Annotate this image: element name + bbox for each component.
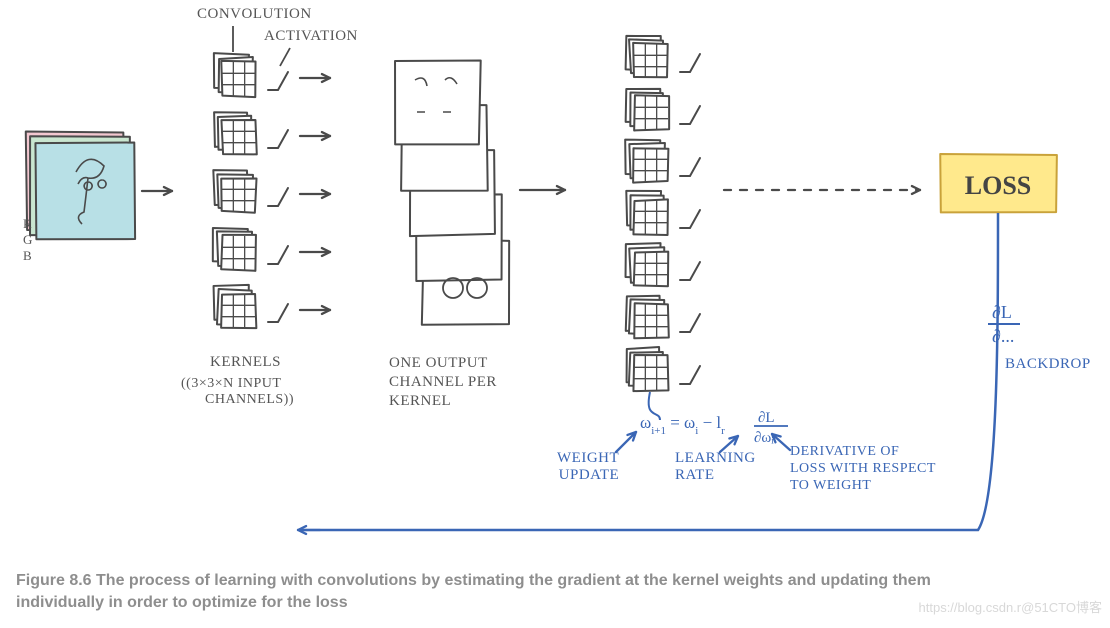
label-kernels: KERNELS [210,354,281,371]
label-activation: ACTIVATION [264,28,358,45]
svg-text:∂ωᵢ: ∂ωᵢ [754,430,774,446]
svg-text:LOSS: LOSS [965,171,1032,200]
label-backdrop: BACKDROP [1005,356,1091,373]
diagram-canvas: LOSS ∂L ∂... ωi+1 = ωi − lr ∂L ∂ωᵢ [0,0,1110,628]
label-b: B [23,248,32,264]
label-g: G [23,232,33,248]
svg-text:∂L: ∂L [758,410,775,426]
label-weight-update: WEIGHT UPDATE [557,450,619,484]
label-kernels-note: ((3×3×N INPUT CHANNELS)) [181,376,294,408]
svg-text:∂L: ∂L [992,302,1012,322]
label-learning-rate: LEARNING RATE [675,450,756,484]
label-output-channel: ONE OUTPUT CHANNEL PER KERNEL [389,354,497,410]
watermark: https://blog.csdn.r@51CTO博客 [919,597,1102,616]
figure-caption: Figure 8.6 The process of learning with … [16,570,1016,613]
label-convolution: CONVOLUTION [197,6,312,23]
label-derivative: DERIVATIVE OF LOSS WITH RESPECT TO WEIGH… [790,444,936,494]
svg-text:∂...: ∂... [992,326,1014,346]
label-r: R [23,216,32,232]
svg-text:ωi+1 = ωi − lr: ωi+1 = ωi − lr [640,413,725,437]
